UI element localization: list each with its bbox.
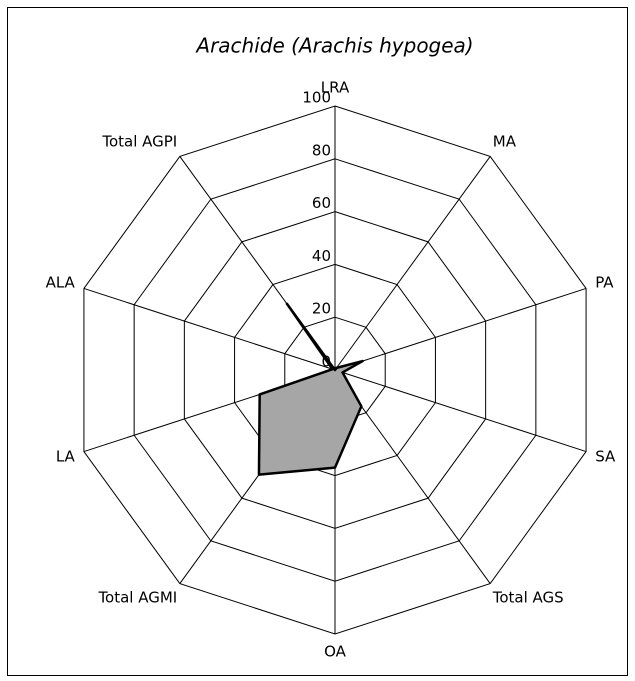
spoke <box>334 156 491 371</box>
spoke <box>334 287 587 371</box>
spoke <box>83 287 336 371</box>
radar-area <box>257 302 364 476</box>
chart-title: Arachide (Arachis hypogea) <box>194 34 473 58</box>
category-label: SA <box>595 448 616 466</box>
tick-label: 40 <box>312 247 331 265</box>
category-label: MA <box>493 132 517 150</box>
tick-label: 0 <box>321 353 331 371</box>
category-label: PA <box>595 273 614 291</box>
spoke <box>334 369 587 453</box>
tick-label: 100 <box>302 89 331 107</box>
category-label: OA <box>324 643 347 661</box>
category-label: Total AGS <box>492 589 564 607</box>
tick-label: 20 <box>312 300 331 318</box>
frame <box>7 7 628 676</box>
category-label: ALA <box>46 273 76 291</box>
category-label: LRA <box>321 79 350 97</box>
tick-label: 60 <box>312 194 331 212</box>
category-label: LA <box>56 448 76 466</box>
tick-label: 80 <box>312 141 331 159</box>
category-label: Total AGMI <box>97 589 177 607</box>
category-label: Total AGPI <box>101 132 177 150</box>
